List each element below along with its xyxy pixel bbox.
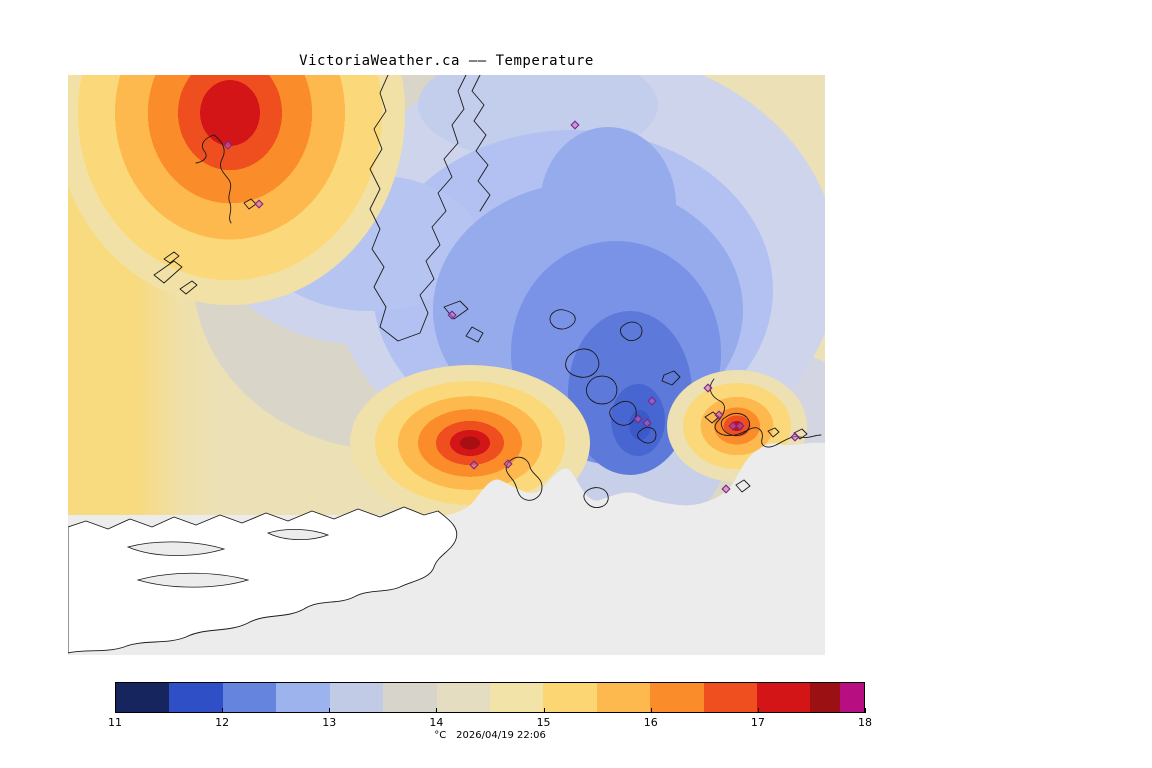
land-olympic-peninsula	[67, 506, 458, 654]
colorbar-segment	[596, 683, 651, 712]
station-marker	[721, 484, 731, 494]
coast-san-juan-islands	[549, 309, 681, 444]
colorbar-segment	[757, 683, 811, 712]
timestamp: 2026/04/19 22:06	[456, 730, 546, 741]
map-canvas	[67, 74, 825, 655]
hotspot-northwest	[68, 75, 405, 305]
colorbar-tick-label: 12	[215, 708, 230, 729]
colorbar-segment	[543, 683, 597, 712]
colorbar-ticks: 11 12 13 14 15 16 17 18	[108, 708, 872, 729]
colorbar-segment	[276, 683, 330, 712]
station-marker	[469, 460, 479, 470]
stations-layer	[223, 120, 800, 494]
colorbar-tick-label: 13	[322, 708, 337, 729]
colorbar: 11 12 13 14 15 16 17 18 °C 2026/04/19 22:06	[108, 682, 872, 741]
station-marker	[714, 410, 724, 420]
colorbar-gradient	[115, 682, 865, 713]
colorbar-segment	[329, 683, 384, 712]
colorbar-segment	[169, 683, 223, 712]
colorbar-segment	[650, 683, 704, 712]
station-marker	[633, 414, 643, 424]
colorbar-segment	[839, 683, 864, 712]
coastlines	[153, 74, 822, 508]
station-marker	[790, 432, 800, 442]
station-marker	[223, 140, 233, 150]
colorbar-segment	[383, 683, 437, 712]
unit-label: °C	[434, 730, 447, 741]
temperature-map	[67, 74, 825, 655]
colorbar-tick-label: 18	[858, 708, 872, 729]
colorbar-tick-label: 17	[750, 708, 765, 729]
page-title: VictoriaWeather.ca —— Temperature	[299, 53, 594, 69]
colorbar-segment	[703, 683, 758, 712]
colorbar-segment	[810, 683, 840, 712]
station-marker	[570, 120, 580, 130]
colorbar-tick-label: 15	[536, 708, 551, 729]
colorbar-segment	[116, 683, 170, 712]
colorbar-tick-label: 14	[429, 708, 444, 729]
coast-mainland-inlets	[369, 74, 491, 342]
station-marker	[703, 383, 713, 393]
colorbar-tick-label: 16	[643, 708, 658, 729]
station-marker	[647, 396, 657, 406]
station-marker	[735, 421, 745, 431]
colorbar-segment	[489, 683, 544, 712]
colorbar-segment	[222, 683, 277, 712]
station-marker	[642, 418, 652, 428]
colorbar-caption: °C 2026/04/19 22:06	[115, 730, 865, 741]
station-marker	[447, 310, 457, 320]
hotspot-central	[350, 365, 590, 516]
land-inlets	[126, 529, 330, 588]
station-marker	[728, 421, 738, 431]
station-marker	[254, 199, 264, 209]
coast-whidbey-area	[505, 456, 609, 508]
coast-gulf-islands	[153, 251, 198, 295]
colorbar-segment	[436, 683, 490, 712]
colorbar-tick-label: 11	[108, 708, 122, 729]
station-marker	[503, 459, 513, 469]
